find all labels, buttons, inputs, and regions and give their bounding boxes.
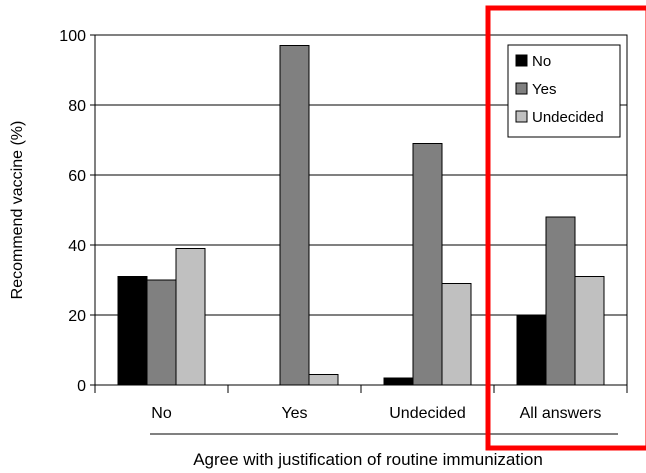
- x-tick-label: Yes: [281, 405, 307, 422]
- y-tick-label: 0: [77, 378, 86, 395]
- bar-undecided-1: [308, 374, 339, 386]
- bar-no-0: [117, 276, 148, 386]
- legend-label: Undecided: [532, 109, 604, 126]
- legend-swatch: [515, 54, 528, 67]
- x-tick-label: No: [151, 405, 172, 422]
- y-tick-label: 100: [59, 28, 86, 45]
- x-axis-label: Agree with justification of routine immu…: [193, 450, 543, 469]
- bar-undecided-0: [175, 248, 206, 386]
- bar-no-2: [383, 377, 414, 386]
- y-tick-label: 60: [68, 168, 86, 185]
- x-axis: No Yes Undecided All answers: [94, 385, 628, 435]
- y-tick-label: 20: [68, 308, 86, 325]
- bar-yes-3: [545, 216, 576, 386]
- bar-no-3: [516, 314, 547, 386]
- legend-swatch: [515, 82, 528, 95]
- y-axis: 0 20 40 60 80 100: [59, 28, 95, 395]
- y-axis-label: Recommend vaccine (%): [9, 121, 26, 300]
- legend-label: Yes: [532, 81, 556, 98]
- x-tick-label: All answers: [520, 405, 602, 422]
- y-tick-label: 40: [68, 238, 86, 255]
- bar-undecided-2: [441, 283, 472, 386]
- y-tick-label: 80: [68, 98, 86, 115]
- highlight-frame: [485, 5, 646, 451]
- bar-yes-2: [412, 143, 443, 386]
- bar-undecided-3: [574, 276, 605, 386]
- x-tick-label: Undecided: [389, 405, 466, 422]
- legend-label: No: [532, 53, 551, 70]
- bar-yes-0: [146, 279, 177, 386]
- legend-swatch: [515, 110, 528, 123]
- bars: [117, 45, 605, 386]
- legend: No Yes Undecided: [507, 44, 621, 138]
- bar-yes-1: [279, 45, 310, 386]
